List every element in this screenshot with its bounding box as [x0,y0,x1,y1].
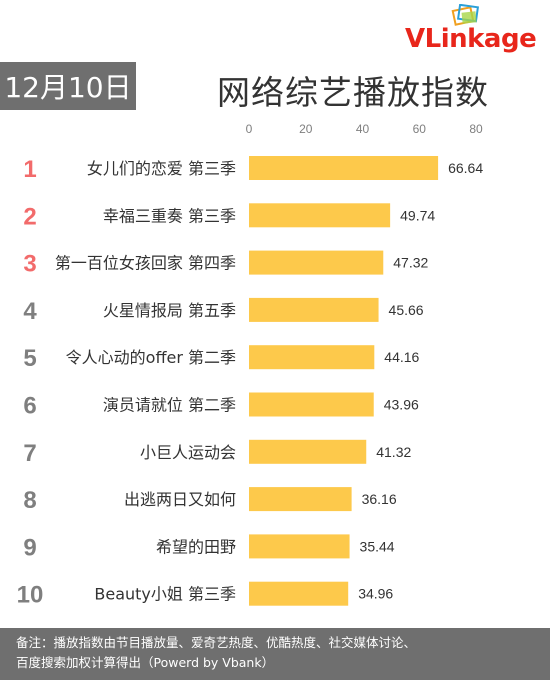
date-badge: 12月10日 [0,62,136,110]
category-label: Beauty小姐 第三季 [94,585,236,604]
category-label: 火星情报局 第五季 [103,301,236,320]
logo-text-age: age [483,24,537,54]
logo-text-vlink: VLink [405,24,484,54]
vlinkage-logo: VLinkage [405,4,540,54]
bar-value-label: 49.74 [400,207,435,223]
x-tick-label: 40 [356,122,370,136]
bar [249,439,367,464]
category-label: 小巨人运动会 [140,443,236,462]
category-label: 女儿们的恋爱 第三季 [87,159,236,178]
bar-chart: 0 20 40 60 80 1 女儿们的恋爱 第三季 66.64 2 幸福三重奏 第三季 49.7… [17,122,484,609]
rank-number: 4 [23,298,37,325]
bar [249,203,391,228]
rank-number: 7 [23,440,36,467]
rank-number: 2 [23,203,36,230]
footer-note-line2: 百度搜索加权计算得出（Powerd by Vbank） [16,655,275,670]
x-tick-label: 0 [246,122,253,136]
chart-rows: 1 女儿们的恋爱 第三季 66.64 2 幸福三重奏 第三季 49.74 3 第一百位女孩回家… [17,156,483,609]
bar [249,487,352,512]
bar-value-label: 44.16 [384,349,419,365]
rank-number: 3 [23,251,36,278]
rank-number: 1 [23,156,36,183]
rank-number: 6 [23,393,36,420]
logo-text: VLinkage [405,24,537,54]
bar-value-label: 47.32 [393,255,428,271]
bar [249,297,379,322]
bar [249,392,374,417]
bar-value-label: 45.66 [389,302,424,318]
category-label: 令人心动的offer 第二季 [66,348,236,367]
bar-value-label: 36.16 [362,491,397,507]
rank-number: 8 [23,487,36,514]
rank-number: 10 [17,582,44,609]
rank-number: 5 [23,345,36,372]
x-tick-label: 20 [299,122,313,136]
bar [249,581,349,606]
bar-value-label: 43.96 [384,397,419,413]
bar-value-label: 66.64 [448,160,483,176]
x-tick-label: 80 [469,122,483,136]
footer-note-line1: 备注：播放指数由节目播放量、爱奇艺热度、优酷热度、社交媒体讨论、 [16,635,417,650]
x-axis-ticks: 0 20 40 60 80 [246,122,483,136]
category-label: 第一百位女孩回家 第四季 [55,254,236,273]
bar [249,156,439,180]
bar [249,345,375,370]
bar-value-label: 41.32 [376,444,411,460]
category-label: 演员请就位 第二季 [103,396,236,415]
category-label: 幸福三重奏 第三季 [103,206,236,225]
bar-value-label: 34.96 [358,586,393,602]
page-title: 网络综艺播放指数 [217,73,489,112]
logo-mark-icon [451,4,480,26]
rank-number: 9 [23,534,36,561]
bar [249,250,384,275]
bar [249,534,350,559]
category-label: 希望的田野 [156,537,236,556]
x-tick-label: 60 [413,122,427,136]
category-label: 出逃两日又如何 [124,490,236,509]
bar-value-label: 35.44 [360,538,395,554]
footer-note: 备注：播放指数由节目播放量、爱奇艺热度、优酷热度、社交媒体讨论、 百度搜索加权计… [0,628,550,680]
